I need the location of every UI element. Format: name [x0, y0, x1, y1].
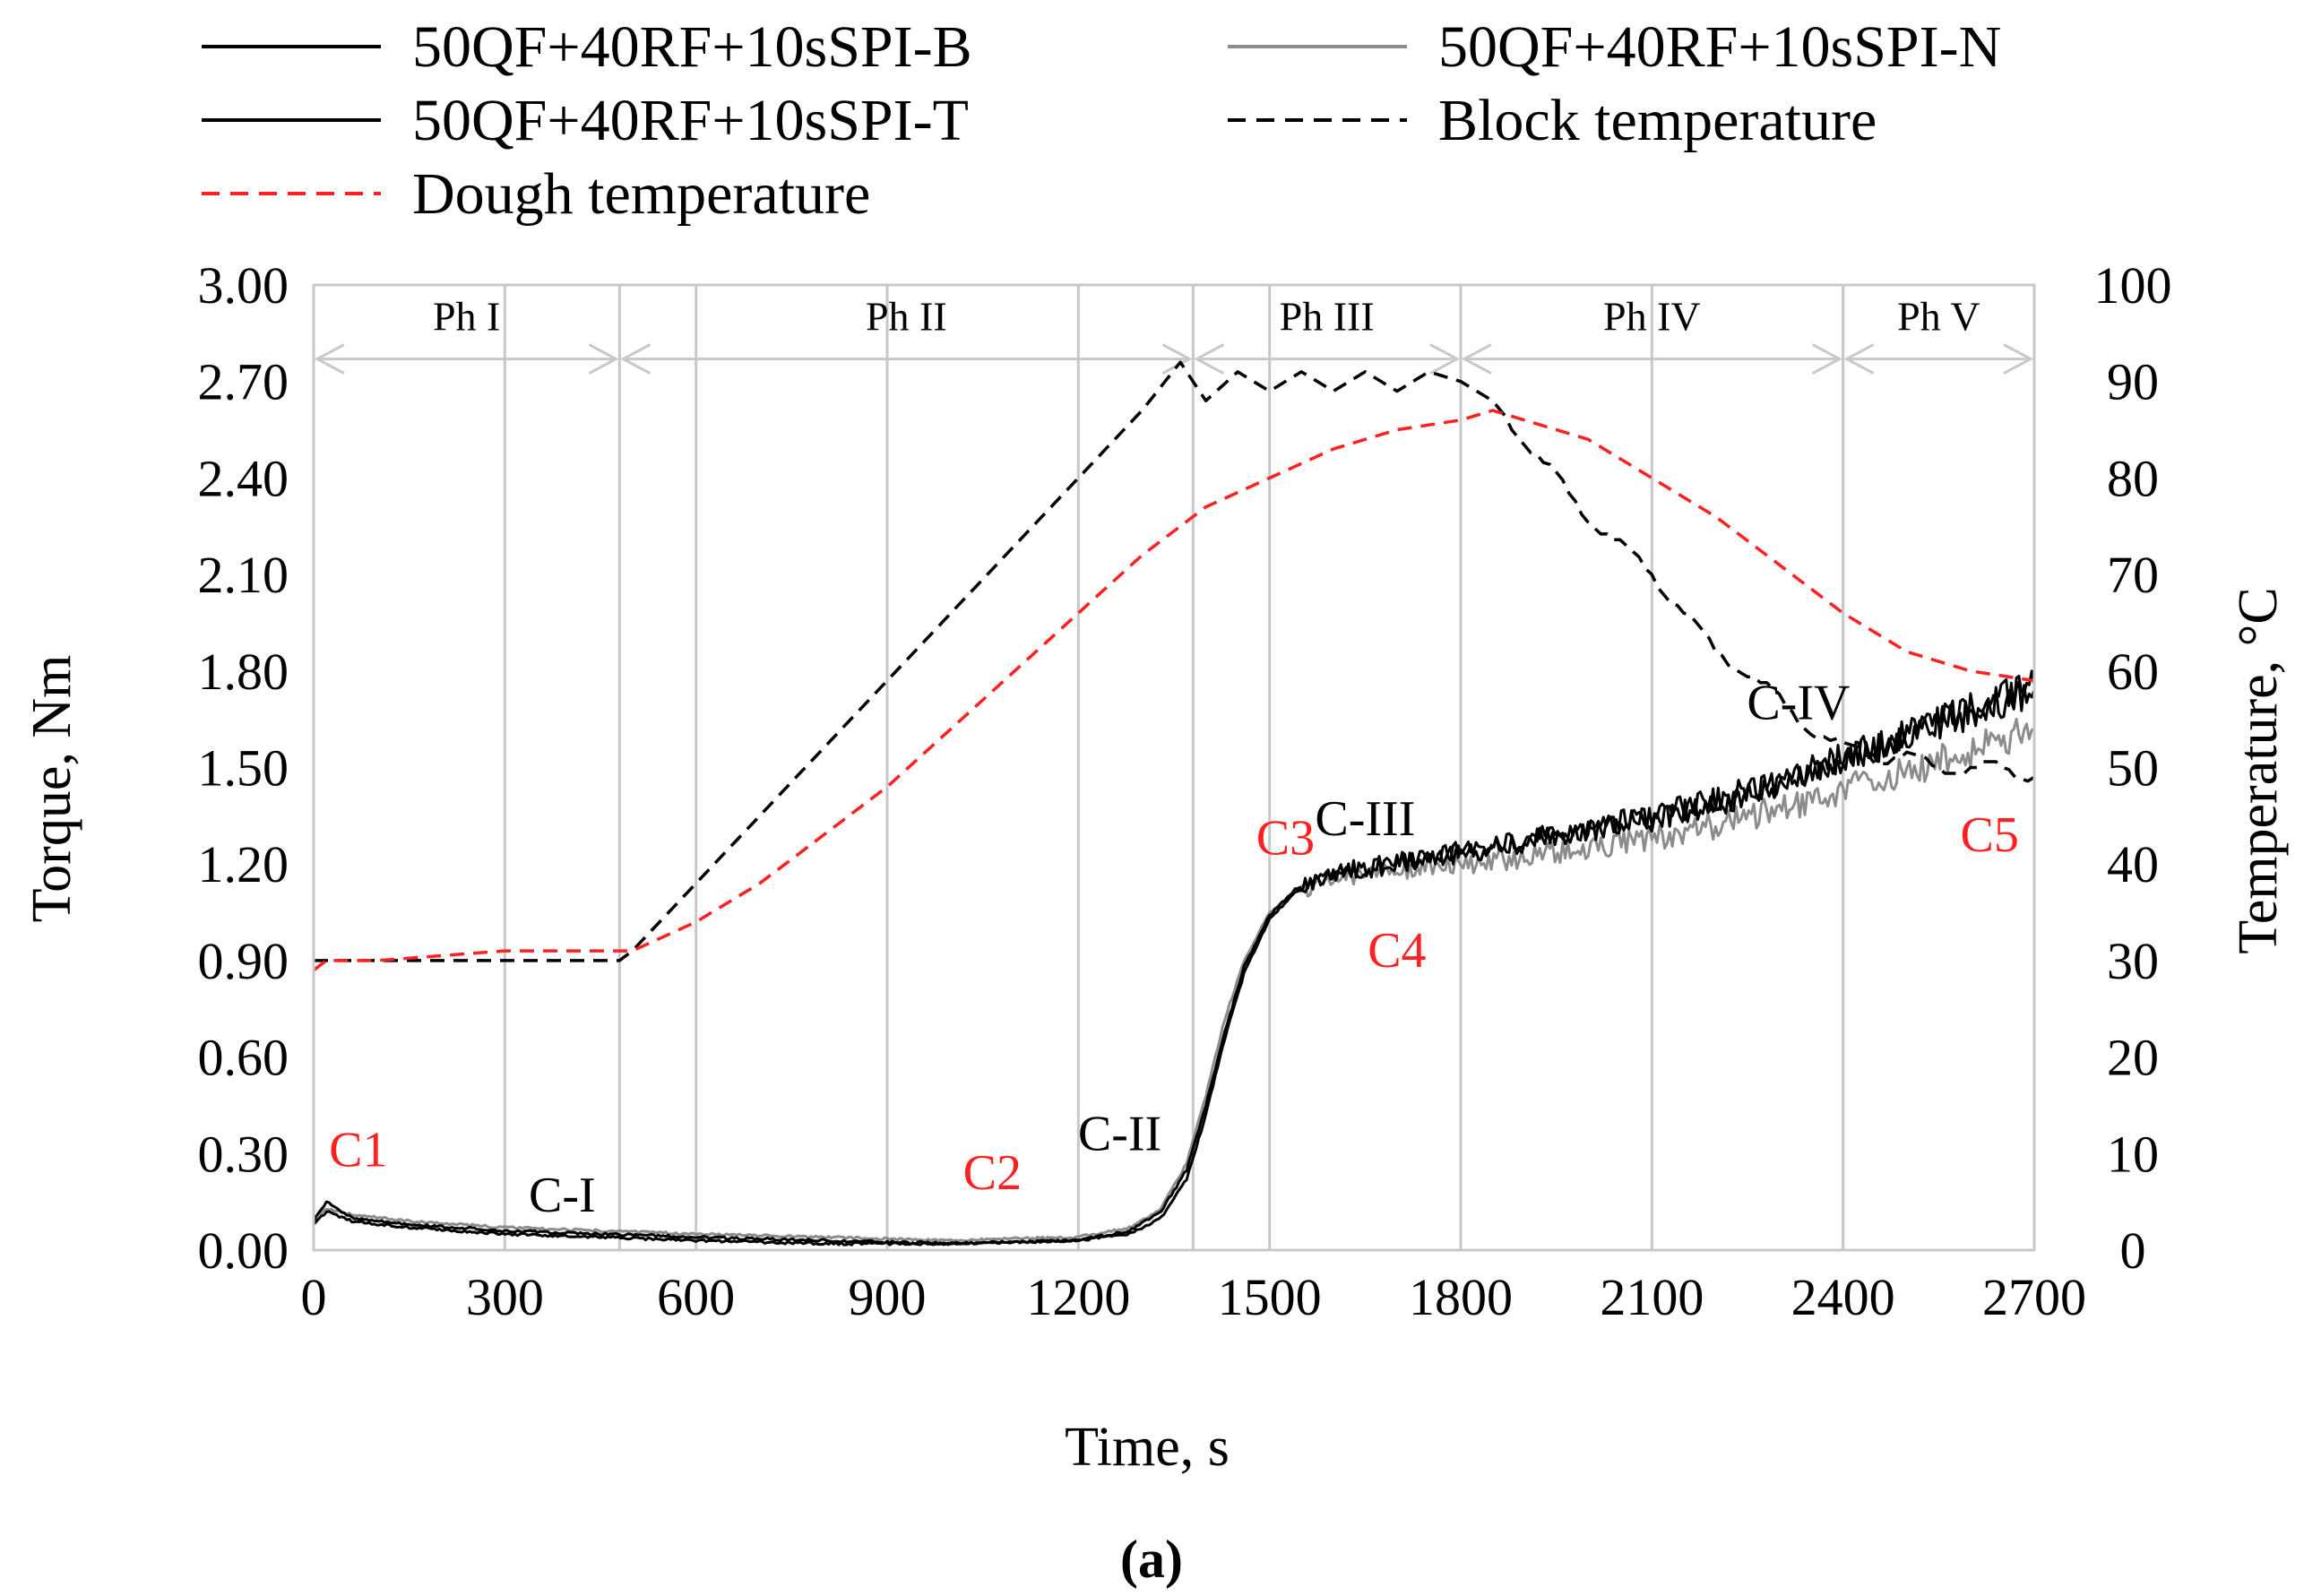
- phase-label: Ph IV: [1603, 293, 1701, 339]
- y2-tick-label: 40: [2107, 835, 2159, 893]
- legend-label: 50QF+40RF+10sSPI-B: [412, 14, 972, 80]
- legend: 50QF+40RF+10sSPI-B 50QF+40RF+10sSPI-N 50QF…: [202, 14, 2001, 227]
- x-tick-label: 1800: [1409, 1268, 1513, 1326]
- series-line-50qf-40rf-10sspi-t: [312, 669, 2036, 1247]
- y2-tick-label: 80: [2107, 449, 2159, 507]
- phase-arrowhead: [314, 343, 345, 375]
- phase-layer: Ph I Ph II Ph III Ph IV Ph V: [314, 293, 2034, 375]
- phase-label: Ph III: [1280, 293, 1375, 339]
- y-tick-label: 2.10: [198, 546, 289, 604]
- x-tick-label: 600: [657, 1268, 735, 1326]
- annotation-c-i: C-I: [529, 1168, 596, 1223]
- x-tick-label: 2400: [1791, 1268, 1895, 1326]
- series-layer: [312, 360, 2036, 1247]
- y2-tick-label: 100: [2094, 256, 2172, 315]
- y-tick-label: 0.60: [198, 1029, 289, 1087]
- x-tick-label: 300: [466, 1268, 544, 1326]
- y2-tick-label: 20: [2107, 1029, 2159, 1087]
- x-tick-label: 900: [849, 1268, 927, 1326]
- legend-label: 50QF+40RF+10sSPI-T: [412, 88, 969, 153]
- grid-layer: [312, 285, 2036, 1250]
- legend-label: Dough temperature: [412, 161, 870, 227]
- plot-frame: [312, 283, 2036, 1252]
- y2-axis-title: Temperature, °C: [2228, 587, 2289, 954]
- y-tick-label: 1.50: [198, 739, 289, 798]
- phase-arrowhead: [1429, 343, 1461, 375]
- x-tick-label: 1200: [1026, 1268, 1130, 1326]
- x-tick-label: 1500: [1218, 1268, 1322, 1326]
- x-axis-title: Time, s: [1065, 1417, 1230, 1478]
- y-tick-label: 0.90: [198, 932, 289, 990]
- phase-arrowhead: [588, 343, 619, 375]
- series-line-50qf-40rf-10sspi-b: [312, 680, 2036, 1247]
- legend-label: 50QF+40RF+10sSPI-N: [1438, 14, 2001, 80]
- phase-arrowhead: [1843, 343, 1875, 375]
- y2-tick-label: 30: [2107, 932, 2159, 990]
- x-tick-label: 2700: [1982, 1268, 2086, 1326]
- y2-tick-label: 0: [2120, 1221, 2146, 1280]
- annotation-c-ii: C-II: [1078, 1107, 1161, 1162]
- x-tick-label: 0: [301, 1268, 327, 1326]
- phase-arrowhead: [2003, 343, 2034, 375]
- y-tick-label: 3.00: [198, 256, 289, 315]
- phase-label: Ph V: [1897, 293, 1980, 339]
- series-line-dough-temperature: [312, 409, 2035, 972]
- y2-tick-label: 60: [2107, 643, 2159, 701]
- y-tick-label: 1.80: [198, 643, 289, 701]
- phase-arrowhead: [1194, 343, 1225, 375]
- phase-arrowhead: [1461, 343, 1492, 375]
- y-tick-label: 1.20: [198, 835, 289, 893]
- annotation-c3: C3: [1256, 810, 1315, 866]
- y-tick-label: 2.70: [198, 353, 289, 411]
- annotation-c5: C5: [1961, 807, 2019, 863]
- phase-arrowhead: [1161, 343, 1193, 375]
- y2-tick-label: 50: [2107, 739, 2159, 798]
- subfigure-label: (a): [1120, 1530, 1183, 1589]
- legend-label: Block temperature: [1438, 88, 1877, 153]
- annotation-c2: C2: [963, 1145, 1022, 1201]
- phase-arrowhead: [620, 343, 652, 375]
- y2-tick-label: 70: [2107, 546, 2159, 604]
- annotation-c1: C1: [329, 1123, 387, 1178]
- annotation-c-iv: C-IV: [1747, 676, 1850, 731]
- phase-label: Ph II: [866, 293, 947, 339]
- y-axis-title: Torque, Nm: [22, 655, 82, 923]
- annotation-c-iii: C-III: [1315, 791, 1415, 847]
- x-tick-label: 2100: [1600, 1268, 1704, 1326]
- phase-arrowhead: [1811, 343, 1842, 375]
- axes-layer: 0 300 600 900 1200 1500 1800 2100 2400 27000.000.…: [198, 256, 2172, 1326]
- phase-label: Ph I: [433, 293, 500, 339]
- y2-tick-label: 10: [2107, 1125, 2159, 1183]
- y-tick-label: 0.00: [198, 1221, 289, 1280]
- series-line-50qf-40rf-10sspi-n: [313, 717, 2035, 1243]
- series-line-block-temperature: [314, 360, 2035, 962]
- annotation-layer: C1 C-I C2 C-II C3 C-III C4 C-IV C5: [329, 676, 2019, 1223]
- y2-tick-label: 90: [2107, 353, 2159, 411]
- annotation-c4: C4: [1368, 923, 1426, 979]
- y-tick-label: 2.40: [198, 449, 289, 507]
- y-tick-label: 0.30: [198, 1125, 289, 1183]
